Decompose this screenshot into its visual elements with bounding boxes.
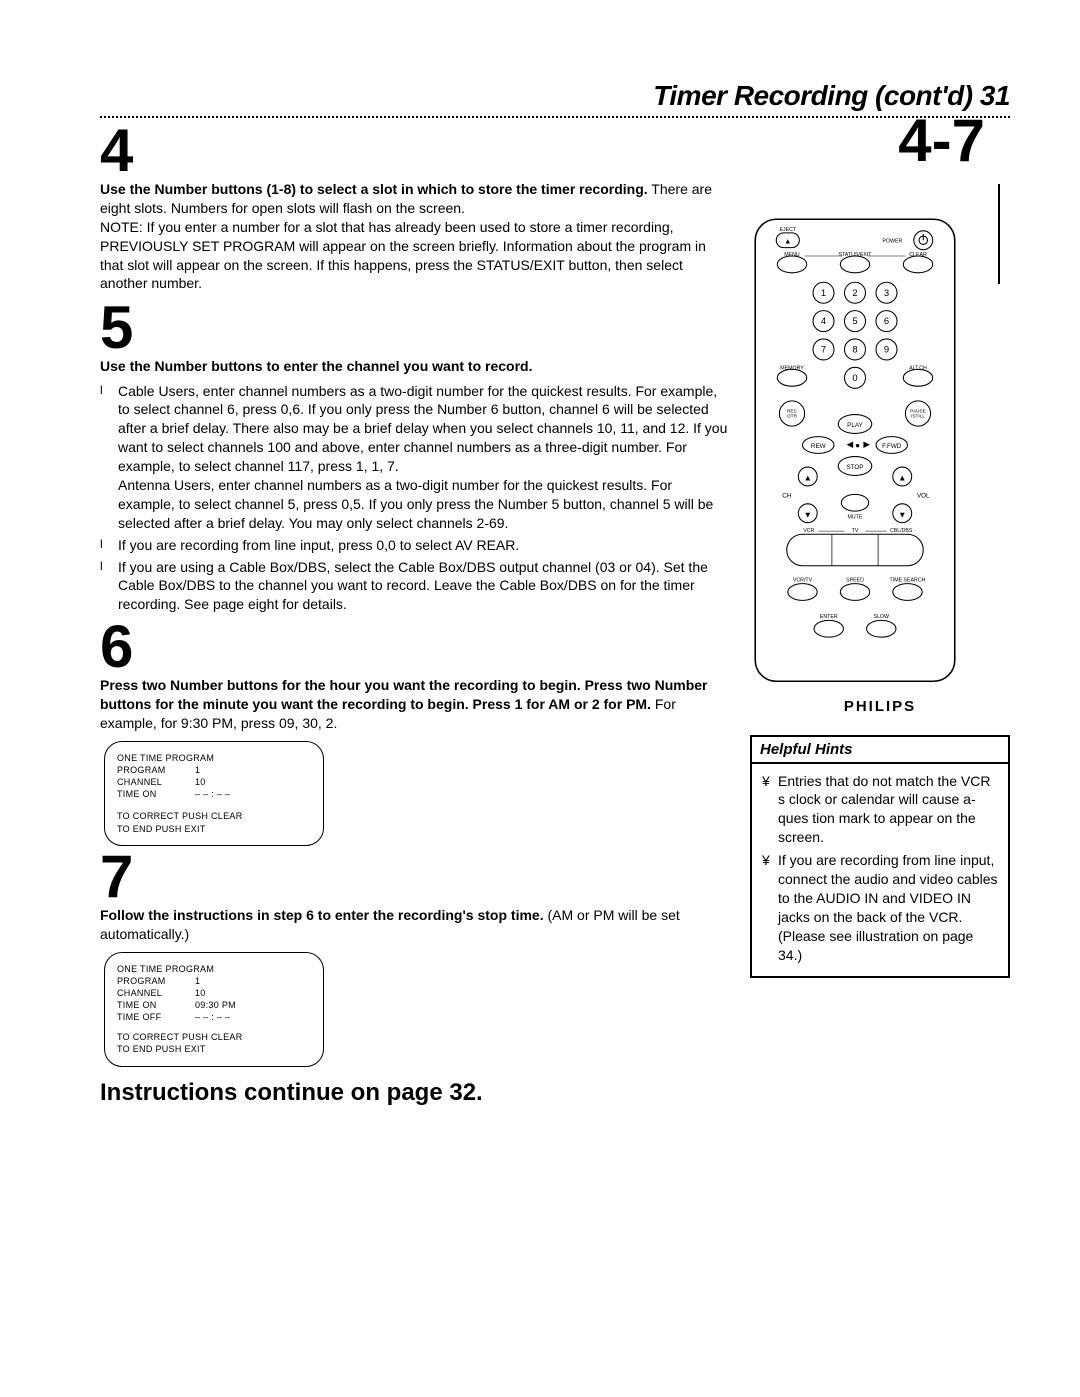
screen1-program-k: PROGRAM	[117, 764, 195, 776]
step-6-bold: Press two Number buttons for the hour yo…	[100, 677, 708, 712]
svg-text:◀: ◀	[847, 439, 854, 449]
hint-1: Entries that do not match the VCR s cloc…	[762, 772, 998, 848]
step-5-number: 5	[100, 301, 730, 355]
svg-text:ENTER: ENTER	[820, 614, 838, 620]
left-column: 4 Use the Number buttons (1-8) to select…	[100, 124, 730, 1107]
svg-text:CH: CH	[782, 493, 792, 500]
step-7-text: Follow the instructions in step 6 to ent…	[100, 906, 730, 944]
screen2-title: ONE TIME PROGRAM	[117, 963, 311, 975]
svg-text:PAUSE: PAUSE	[910, 408, 926, 414]
svg-text:8: 8	[852, 345, 857, 356]
step-6-number: 6	[100, 620, 730, 674]
svg-text:9: 9	[884, 345, 889, 356]
svg-text:▼: ▼	[898, 509, 906, 519]
screen-display-2: ONE TIME PROGRAM PROGRAM1 CHANNEL10 TIME…	[104, 952, 324, 1067]
page-header: Timer Recording (cont'd) 31	[100, 80, 1010, 112]
step-4-number: 4	[100, 124, 730, 178]
svg-text:TV: TV	[852, 528, 859, 534]
step-4-note: NOTE: If you enter a number for a slot t…	[100, 218, 730, 294]
divider	[100, 116, 1010, 118]
screen2-timeon-k: TIME ON	[117, 999, 195, 1011]
screen2-channel-k: CHANNEL	[117, 987, 195, 999]
svg-text:POWER: POWER	[882, 238, 902, 244]
screen1-title: ONE TIME PROGRAM	[117, 752, 311, 764]
hint-2: If you are recording from line input, co…	[762, 851, 998, 964]
hints-title: Helpful Hints	[752, 737, 1008, 764]
svg-text:2: 2	[852, 288, 857, 299]
svg-text:VOL: VOL	[917, 493, 930, 500]
svg-text:SLOW: SLOW	[874, 614, 890, 620]
svg-text:CBL/DBS: CBL/DBS	[890, 528, 913, 534]
svg-text:REW: REW	[811, 443, 826, 450]
svg-text:STOP: STOP	[846, 464, 863, 471]
svg-text:3: 3	[884, 288, 889, 299]
svg-text:●: ●	[855, 440, 860, 450]
step-5-item-1: Cable Users, enter channel numbers as a …	[100, 382, 730, 533]
svg-text:ALT.CH: ALT.CH	[909, 365, 927, 371]
remote-illustration: EJECT ▲ POWER MENU STATUS/EXIT CLEAR 1 2…	[750, 214, 960, 687]
step-5-item-2: If you are recording from line input, pr…	[100, 536, 730, 555]
svg-text:REC: REC	[787, 408, 798, 414]
svg-text:PLAY: PLAY	[847, 422, 863, 429]
screen2-channel-v: 10	[195, 987, 206, 999]
step-7-bold: Follow the instructions in step 6 to ent…	[100, 907, 544, 923]
brand-label: PHILIPS	[750, 698, 1010, 715]
screen2-timeoff-k: TIME OFF	[117, 1011, 195, 1023]
svg-text:CLEAR: CLEAR	[909, 252, 927, 258]
screen1-program-v: 1	[195, 764, 200, 776]
svg-text:OTR: OTR	[787, 414, 798, 420]
step-5-list: Cable Users, enter channel numbers as a …	[100, 382, 730, 615]
screen2-timeoff-v: – – : – –	[195, 1011, 230, 1023]
step-7-number: 7	[100, 850, 730, 904]
screen2-program-k: PROGRAM	[117, 975, 195, 987]
svg-text:MEMORY: MEMORY	[780, 365, 804, 371]
svg-text:7: 7	[821, 345, 826, 356]
svg-text:F.FWD: F.FWD	[882, 443, 902, 450]
svg-text:6: 6	[884, 316, 889, 327]
hints-body: Entries that do not match the VCR s cloc…	[752, 764, 1008, 977]
step-5-bold: Use the Number buttons to enter the chan…	[100, 357, 730, 375]
svg-text:VCR: VCR	[803, 528, 814, 534]
helpful-hints-box: Helpful Hints Entries that do not match …	[750, 735, 1010, 979]
svg-text:TIME SEARCH: TIME SEARCH	[890, 578, 926, 584]
screen2-end: TO END PUSH EXIT	[117, 1043, 311, 1055]
svg-text:0: 0	[852, 373, 857, 384]
continue-text: Instructions continue on page 32.	[100, 1079, 730, 1107]
screen2-timeon-v: 09:30 PM	[195, 999, 236, 1011]
step-5-item-3: If you are using a Cable Box/DBS, select…	[100, 558, 730, 615]
svg-text:5: 5	[852, 316, 857, 327]
step-6-text: Press two Number buttons for the hour yo…	[100, 676, 730, 733]
svg-text:1: 1	[821, 288, 826, 299]
range-line	[998, 184, 1000, 284]
svg-text:SPEED: SPEED	[846, 578, 864, 584]
svg-text:MENU: MENU	[784, 252, 800, 258]
svg-text:▲: ▲	[804, 473, 812, 483]
svg-text:VCR/TV: VCR/TV	[793, 578, 813, 584]
svg-text:EJECT: EJECT	[779, 227, 796, 233]
screen1-channel-v: 10	[195, 776, 206, 788]
screen1-channel-k: CHANNEL	[117, 776, 195, 788]
svg-text:4: 4	[821, 316, 826, 327]
step-range-number: 4-7	[898, 114, 985, 168]
screen2-program-v: 1	[195, 975, 200, 987]
step-4-text: Use the Number buttons (1-8) to select a…	[100, 180, 730, 218]
svg-text:▶: ▶	[863, 439, 870, 449]
step-4-bold: Use the Number buttons (1-8) to select a…	[100, 181, 648, 197]
svg-text:▲: ▲	[784, 236, 791, 245]
screen1-timeon-v: – – : – –	[195, 788, 230, 800]
right-column: 4-7 EJECT ▲ POWER MENU STATUS/EXIT CLEAR…	[750, 124, 1010, 1107]
screen-display-1: ONE TIME PROGRAM PROGRAM1 CHANNEL10 TIME…	[104, 741, 324, 846]
svg-text:▲: ▲	[898, 473, 906, 483]
screen1-timeon-k: TIME ON	[117, 788, 195, 800]
svg-text:/STILL: /STILL	[911, 414, 925, 420]
svg-text:STATUS/EXIT: STATUS/EXIT	[838, 252, 872, 258]
svg-text:▼: ▼	[804, 509, 812, 519]
screen2-correct: TO CORRECT PUSH CLEAR	[117, 1031, 311, 1043]
screen1-correct: TO CORRECT PUSH CLEAR	[117, 810, 311, 822]
svg-text:MUTE: MUTE	[848, 515, 863, 521]
screen1-end: TO END PUSH EXIT	[117, 823, 311, 835]
